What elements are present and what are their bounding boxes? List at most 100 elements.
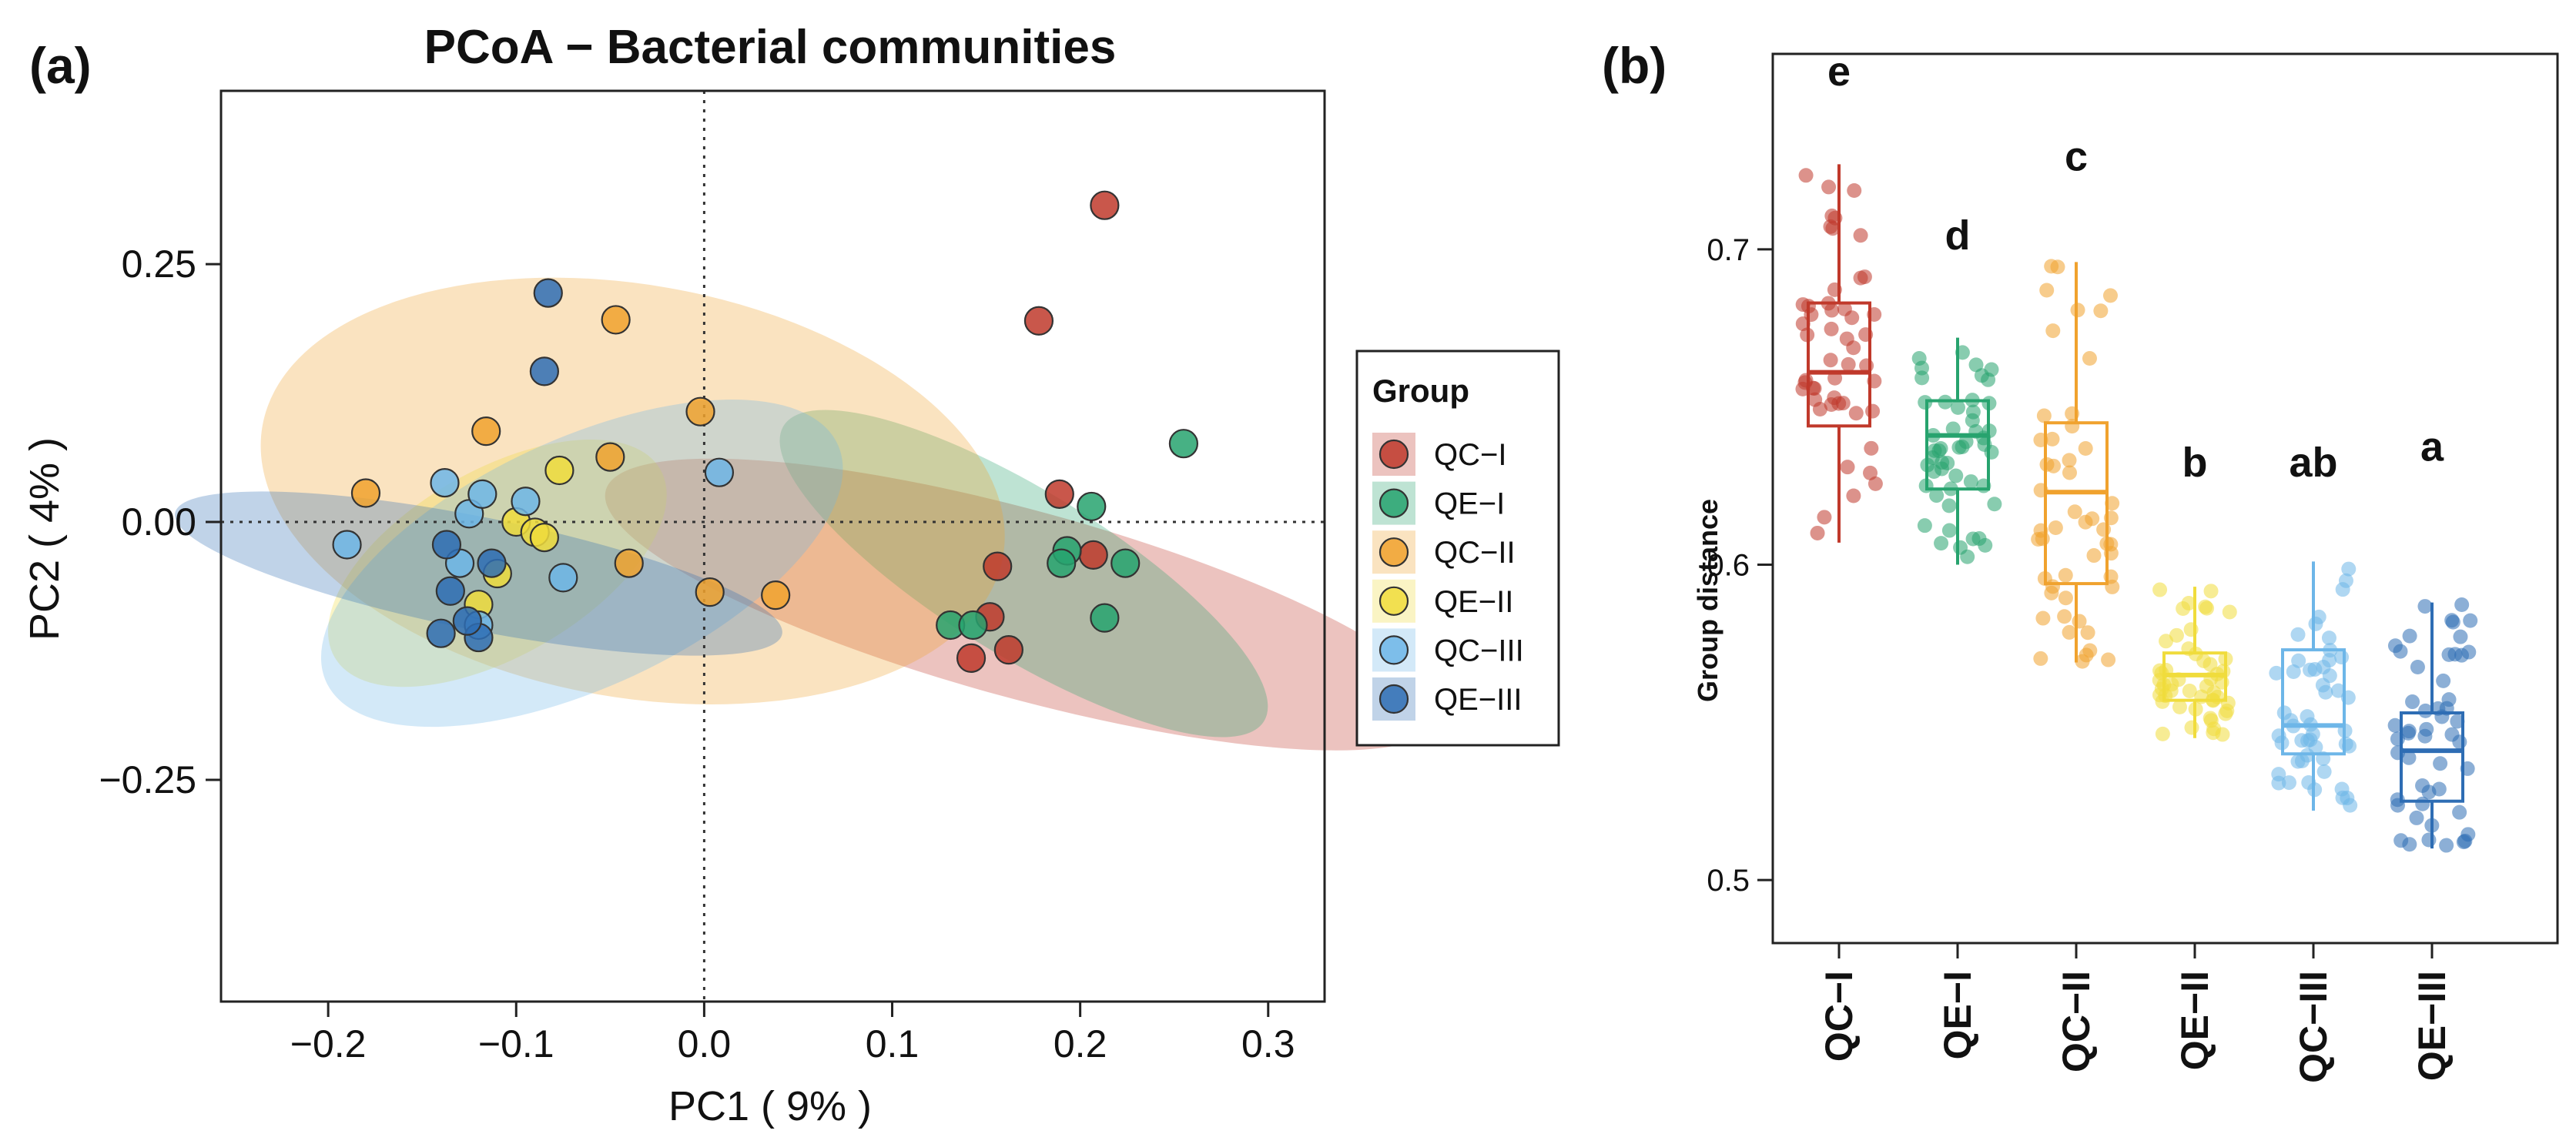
jitter-point-qc-ii [2033,651,2048,666]
point-qc-ii [601,305,631,335]
ellipse-qe-iii [175,491,782,656]
point-qe-i [958,610,988,641]
box-qc-ii [2044,421,2109,586]
jitter-point-qc-ii [2078,440,2093,456]
jitter-point-qe-iii [2452,804,2467,820]
legend-marker [1378,439,1409,470]
jitter-point-qe-iii [2405,694,2420,710]
jitter-point-qe-iii [2393,833,2409,848]
significance-letter-qc-i: e [1827,49,1851,95]
jitter-point-qe-i [1953,540,1968,555]
jitter-point-qe-iii [2453,629,2468,644]
jitter-point-qc-ii [2035,610,2051,626]
legend-marker [1378,635,1409,665]
legend-items: QC−I QE−I QC−II QE−II QC−III QE−III [1372,433,1524,721]
point-qc-iii [511,487,541,517]
box-x-tick-label: QC−II [2055,971,2098,1072]
jitter-point-qc-i [1812,402,1827,417]
jitter-point-qe-ii [2155,726,2170,741]
jitter-point-qe-iii [2419,721,2434,737]
jitter-point-qe-ii [2154,681,2169,697]
point-qc-ii [695,577,725,607]
y-tick-label: 0.00 [122,500,196,544]
jitter-point-qc-ii [2082,351,2097,366]
jitter-point-qc-iii [2269,665,2284,681]
jitter-point-qc-i [1868,476,1883,491]
x-tick-label: 0.1 [866,1022,920,1065]
jitter-point-qe-i [1934,536,1949,551]
legend-label: QC−I [1434,438,1506,472]
point-qe-i [1090,603,1120,633]
point-qc-i [993,635,1023,665]
jitter-point-qe-i [1941,498,1957,513]
box-axes: 0.5 0.6 0.7 QC−I QE−I QC−II QE−II QC−III QE−III [1707,233,2454,1083]
jitter-point-qe-i [1948,468,1964,483]
box-qc-iii [2281,648,2346,756]
jitter-point-qc-ii [2072,614,2087,629]
jitter-point-qc-ii [2096,522,2112,537]
jitter-point-qe-ii [2210,689,2226,704]
jitter-point-qc-ii [2048,520,2063,535]
jitter-point-qc-ii [2082,643,2098,658]
jitter-point-qc-ii [2058,590,2073,606]
significance-letter-qe-i: d [1945,212,1971,259]
jitter-point-qe-i [1971,531,1987,547]
jitter-point-qe-iii [2444,613,2460,628]
jitter-point-qe-i [1918,395,1933,410]
jitter-point-qc-iii [2340,790,2355,805]
jitter-point-qc-i [1840,460,1855,475]
pcoa-x-axis-label: PC1 ( 9% ) [668,1083,872,1129]
legend-marker [1378,684,1409,714]
jitter-point-qc-ii [2093,303,2109,319]
jitter-point-qe-iii [2400,725,2416,741]
jitter-point-qe-i [1945,421,1961,437]
box-boxes [1807,164,2464,849]
jitter-point-qe-i [1958,434,1974,450]
pcoa-plot-frame [219,89,1326,1003]
jitter-point-qc-i [1847,183,1862,199]
jitter-point-qc-i [1844,310,1860,326]
point-qe-i [1077,491,1107,522]
point-qc-i [1023,306,1054,336]
jitter-point-qc-iii [2281,775,2296,791]
jitter-point-qc-ii [2062,465,2077,480]
jitter-point-qc-iii [2290,627,2306,642]
point-qe-iii [426,618,456,648]
legend-marker [1378,537,1409,567]
jitter-point-qc-ii [2067,504,2082,520]
point-qc-iii [430,468,460,498]
jitter-point-qe-iii [2401,750,2417,765]
jitter-point-qe-ii [2152,582,2168,597]
jitter-point-qe-iii [2415,796,2430,811]
jitter-point-qe-iii [2387,718,2403,733]
point-qe-i [1110,548,1141,578]
point-qc-i [956,643,987,673]
jitter-point-qc-i [1810,525,1825,540]
legend-label: QE−III [1434,683,1522,717]
jitter-point-qe-ii [2203,713,2219,728]
jitter-point-qe-iii [2433,756,2448,771]
point-qc-iii [332,530,362,560]
jitter-point-qe-iii [2444,727,2460,742]
jitter-point-qc-i [1827,390,1842,406]
significance-letter-qe-ii: b [2182,440,2208,486]
box-x-tick-label: QC−III [2292,971,2335,1083]
x-tick-label: −0.1 [478,1022,554,1065]
jitter-point-qe-i [1931,443,1947,459]
jitter-point-qc-ii [2062,453,2077,468]
jitter-point-qc-i [1798,373,1814,388]
jitter-point-qe-ii [2206,725,2221,741]
point-qc-i [983,551,1013,581]
box-plot-frame [1771,52,2559,945]
jitter-point-qc-ii [2036,408,2052,423]
jitter-point-qc-i [1853,228,1868,243]
box-x-tick-label: QE−I [1936,971,1979,1059]
jitter-point-qc-i [1846,340,1861,356]
ellipse-qe-i [779,410,1268,738]
box-x-tick-label: QE−II [2173,971,2216,1070]
jitter-point-qc-ii [2105,579,2120,594]
jitter-point-qc-i [1846,488,1861,503]
jitter-point-qc-i [1823,353,1838,368]
jitter-point-qe-ii [2184,720,2199,735]
box-y-tick-label: 0.5 [1707,864,1750,898]
